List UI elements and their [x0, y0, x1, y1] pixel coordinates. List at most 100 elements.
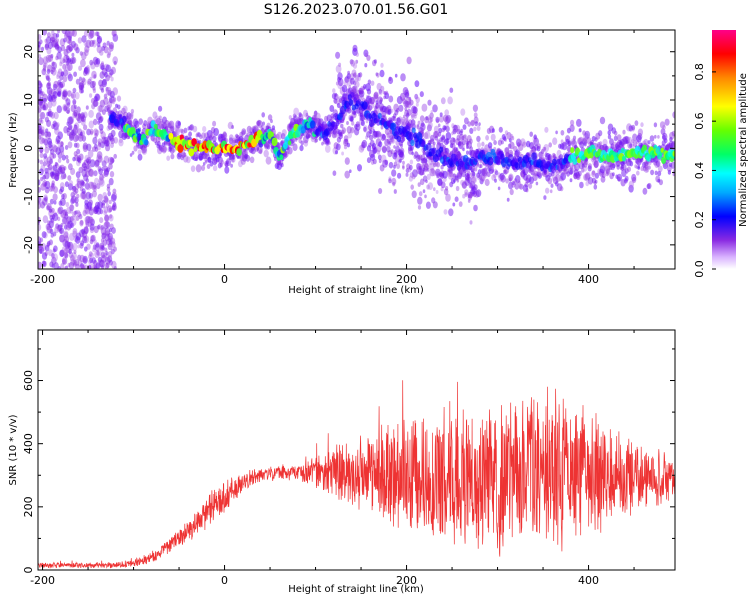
spectrogram-dot: [403, 100, 409, 108]
spectrogram-dot: [91, 146, 96, 152]
spectrogram-dot: [170, 125, 175, 132]
spectrogram-dot: [51, 252, 55, 258]
spectrogram-dot: [70, 191, 75, 199]
spectrogram-dot: [560, 172, 566, 181]
spectrogram-dot: [173, 131, 178, 139]
spectrogram-dot: [100, 88, 105, 93]
spectrogram-dot: [113, 60, 117, 66]
spectrogram-dot: [41, 231, 47, 239]
spectrogram-dot: [228, 137, 234, 145]
spectrogram-dot: [646, 154, 652, 162]
spectrogram-dot: [41, 91, 45, 97]
spectrogram-dot: [167, 122, 172, 129]
spectrogram-dot: [440, 186, 444, 192]
spectrogram-dot: [341, 84, 348, 93]
spectrogram-dot: [518, 180, 521, 185]
spectrogram-dot: [601, 171, 606, 179]
spectrogram-dot: [44, 43, 49, 51]
spectrogram-dot: [97, 249, 102, 257]
spectrogram-dot: [155, 117, 161, 125]
spectrogram-dot: [174, 130, 178, 135]
spectrogram-dot: [443, 188, 449, 196]
spectrogram-dot: [43, 97, 47, 103]
spectrogram-dot: [180, 128, 184, 134]
spectrogram-dot: [206, 163, 211, 169]
spectrogram-dot: [571, 138, 576, 145]
spectrogram-dot: [52, 83, 58, 91]
spectrogram-dot: [65, 45, 72, 54]
spectrogram-dot: [79, 220, 84, 227]
spectrogram-dot: [108, 259, 113, 266]
spectrogram-dot: [222, 132, 228, 139]
spectrogram-dot: [657, 170, 662, 177]
spectrogram-dot: [174, 124, 180, 132]
spectrogram-dot: [349, 77, 355, 85]
spectrogram-dot: [38, 179, 41, 186]
spectrogram-dot: [137, 149, 142, 155]
spectrogram-dot: [99, 259, 105, 268]
spectrogram-dot: [640, 122, 644, 128]
spectrogram-dot: [330, 113, 335, 119]
spectrogram-dot: [79, 219, 84, 226]
spectrogram-dot: [538, 151, 545, 160]
spectrogram-dot: [44, 171, 50, 180]
spectrogram-dot: [39, 146, 44, 153]
spectrogram-dot: [520, 138, 526, 147]
spectrogram-dot: [52, 145, 58, 153]
spectrogram-dot: [183, 155, 189, 163]
spectrogram-dot: [621, 155, 627, 162]
spectrogram-dot: [357, 164, 362, 172]
spectrogram-dot: [423, 132, 429, 140]
spectrogram-dot: [67, 262, 71, 268]
spectrogram-dot: [583, 141, 587, 147]
spectrogram-dot: [456, 151, 461, 158]
spectrogram-dot: [51, 36, 56, 43]
spectrogram-dot: [94, 243, 100, 252]
spectrogram-dot: [408, 131, 414, 140]
spectrogram-dot: [599, 116, 606, 125]
spectrogram-dot: [401, 136, 406, 142]
spectrogram-dot: [300, 126, 306, 134]
spectrogram-dot: [417, 155, 420, 160]
spectrogram-dot: [103, 195, 109, 203]
spectrogram-dot: [43, 175, 47, 180]
spectrogram-dot: [135, 128, 141, 135]
spectrogram-dot: [62, 209, 68, 216]
spectrogram-dot: [650, 169, 655, 176]
spectrogram-dot: [43, 137, 48, 144]
spectrogram-dot: [80, 118, 86, 126]
spectrogram-dot: [336, 102, 341, 108]
spectrogram-dot: [377, 154, 382, 160]
spectrogram-dot: [399, 158, 402, 163]
spectrogram-dot: [88, 120, 95, 129]
spectrogram-dot: [631, 126, 635, 132]
spectrogram-dot: [64, 265, 69, 269]
spectrogram-dot: [106, 183, 111, 189]
spectrogram-dot: [437, 178, 443, 186]
spectrogram-dot: [170, 153, 175, 160]
spectrogram-dot: [48, 206, 53, 213]
spectrogram-dot: [101, 232, 107, 239]
spectrogram-dot: [411, 127, 416, 134]
spectrogram-dot: [423, 151, 426, 156]
spectrogram-dot: [386, 132, 391, 139]
spectrogram-dot: [427, 121, 433, 129]
spectrogram-dot: [459, 130, 463, 136]
spectrogram-dot: [92, 99, 98, 107]
spectrogram-dot: [62, 103, 68, 112]
spectrogram-dot: [445, 122, 449, 127]
spectrogram-dot: [57, 145, 61, 150]
spectrogram-dot: [75, 47, 80, 54]
spectrogram-dot: [47, 111, 52, 117]
spectrogram-dot: [41, 252, 48, 260]
spectrogram-dot: [63, 266, 67, 269]
spectrogram-dot: [271, 137, 278, 147]
spectrogram-dot: [48, 239, 54, 246]
spectrogram-dot: [94, 143, 98, 149]
spectrogram-dot: [346, 142, 350, 148]
spectrogram-dot: [103, 155, 110, 164]
spectrogram-dot: [108, 163, 113, 170]
spectrogram-dot: [643, 138, 649, 147]
spectrogram-dot: [593, 161, 599, 169]
spectrogram-dot: [193, 152, 197, 159]
